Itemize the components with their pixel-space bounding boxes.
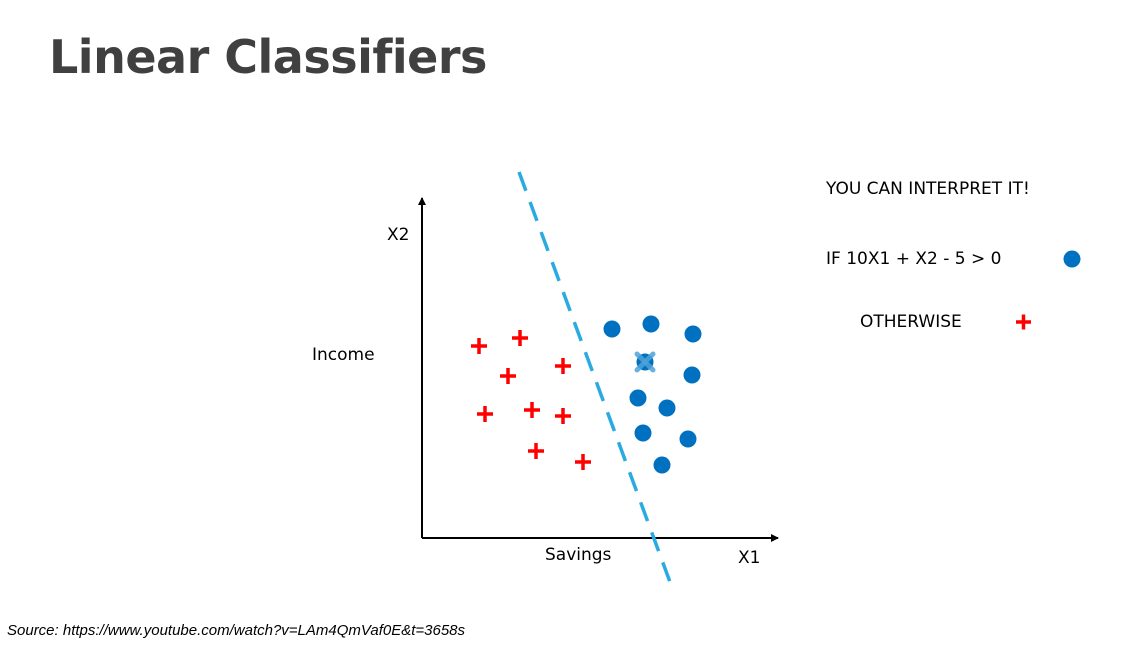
plus-point-icon — [575, 454, 591, 470]
circle-point-icon — [683, 366, 701, 384]
legend-plus-icon — [1016, 314, 1031, 330]
slide-title: Linear Classifiers — [49, 30, 487, 84]
plus-point-icon — [500, 368, 516, 384]
circle-point-icon — [629, 389, 647, 407]
plus-point-icon — [555, 408, 571, 424]
y-axis-description: Income — [312, 345, 375, 365]
plus-point-icon — [528, 443, 544, 459]
plus-point-icon — [512, 330, 528, 346]
circle-point-icon — [642, 315, 660, 333]
legend-circle-icon — [1063, 250, 1081, 268]
rule-otherwise: OTHERWISE — [860, 312, 962, 332]
circle-point-icon — [684, 325, 702, 343]
plus-point-icon — [471, 338, 487, 354]
circle-point-icon — [653, 456, 671, 474]
circle-point-icon — [658, 399, 676, 417]
plus-point-icon — [524, 402, 540, 418]
source-citation: Source: https://www.youtube.com/watch?v=… — [7, 622, 466, 639]
x-axis-label: X1 — [738, 548, 761, 568]
x-axis-description: Savings — [545, 545, 612, 565]
plus-points — [471, 330, 591, 470]
highlighted-point — [634, 351, 656, 373]
circle-point-icon — [679, 430, 697, 448]
plus-point-icon — [555, 358, 571, 374]
rule-condition: IF 10X1 + X2 - 5 > 0 — [826, 249, 1002, 269]
circle-points — [603, 315, 702, 474]
decision-boundary — [517, 171, 672, 583]
y-axis-label: X2 — [387, 225, 410, 245]
circle-point-icon — [634, 424, 652, 442]
circle-point-icon — [603, 320, 621, 338]
rule-heading: YOU CAN INTERPRET IT! — [826, 179, 1030, 199]
plus-point-icon — [477, 406, 493, 422]
